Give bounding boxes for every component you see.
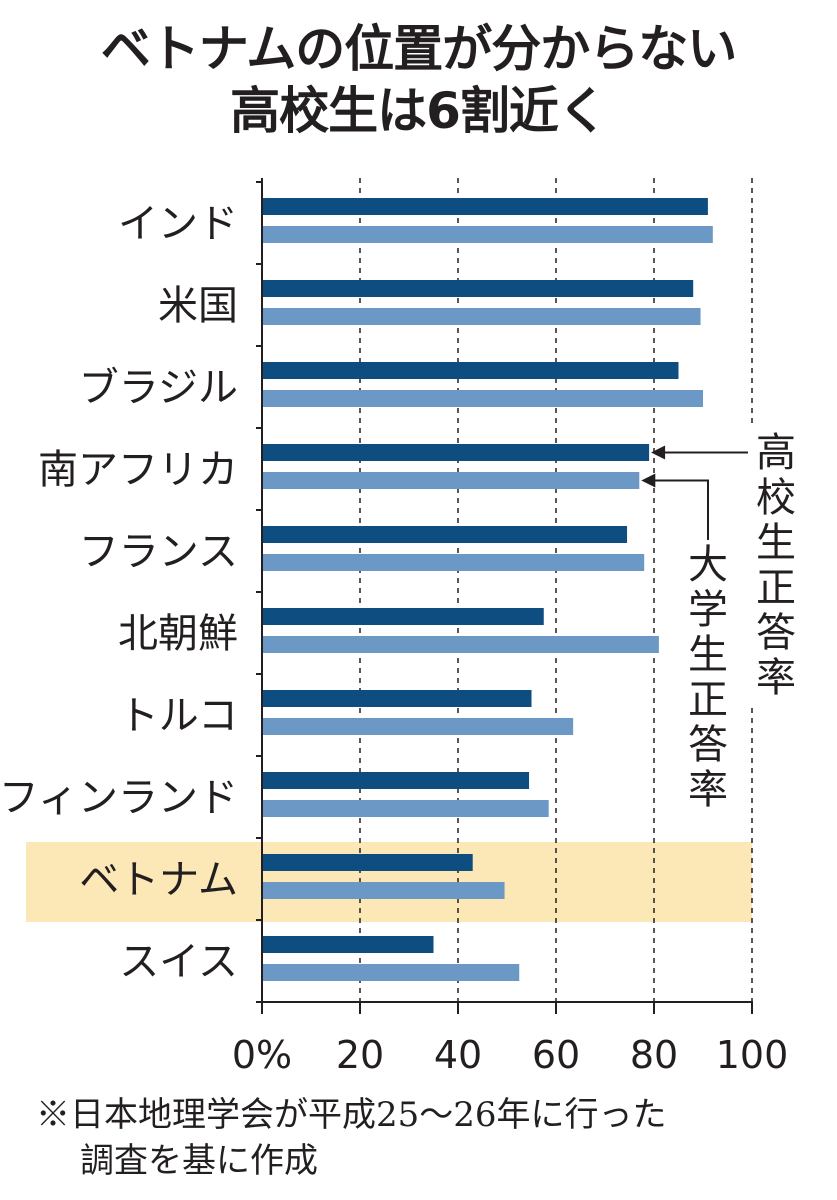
bar-university-6 <box>262 718 574 735</box>
series-label-highschool: 高校生正答率 <box>756 430 796 701</box>
bar-highschool-2 <box>262 362 679 379</box>
bar-highschool-6 <box>262 690 532 707</box>
bar-university-8 <box>262 882 505 899</box>
footnote: ※日本地理学会が平成25～26年に行った 調査を基に作成 <box>36 1092 667 1184</box>
x-tick-label-80: 80 <box>630 1033 678 1077</box>
bar-highschool-7 <box>262 772 530 789</box>
bar-highschool-5 <box>262 608 544 625</box>
x-tick-label-20: 20 <box>336 1033 384 1077</box>
bar-university-9 <box>262 964 520 981</box>
category-label-1: 米国 <box>158 283 238 329</box>
bar-university-0 <box>262 226 713 243</box>
arrowhead-highschool <box>651 445 666 460</box>
category-label-3: 南アフリカ <box>38 447 238 493</box>
bar-university-2 <box>262 390 703 407</box>
category-label-0: インド <box>118 201 238 247</box>
category-label-2: ブラジル <box>79 365 238 411</box>
category-label-4: フランス <box>79 529 238 575</box>
bar-university-4 <box>262 554 645 571</box>
bar-highschool-8 <box>262 854 473 871</box>
bar-university-5 <box>262 636 659 653</box>
series-label-university: 大学生正答率 <box>688 542 728 813</box>
category-label-5: 北朝鮮 <box>118 611 238 657</box>
category-label-7: フィンランド <box>0 775 238 821</box>
footnote-line-1: ※日本地理学会が平成25～26年に行った <box>36 1095 667 1135</box>
bar-highschool-0 <box>262 198 708 215</box>
title-line-2: 高校生は6割近く <box>230 82 608 140</box>
category-label-9: スイス <box>119 939 238 985</box>
x-tick-label-60: 60 <box>532 1033 580 1077</box>
annotation-backing-1 <box>748 426 798 708</box>
arrowhead-university <box>641 473 656 488</box>
x-tick-label-100: 100 <box>716 1033 789 1077</box>
bar-highschool-3 <box>262 444 650 461</box>
x-tick-label-40: 40 <box>434 1033 482 1077</box>
bar-highschool-1 <box>262 280 694 297</box>
bar-university-7 <box>262 800 549 817</box>
chart-title: ベトナムの位置が分からない 高校生は6割近く <box>0 18 837 142</box>
title-line-1: ベトナムの位置が分からない <box>100 20 738 78</box>
x-tick-label-0: 0% <box>232 1033 292 1077</box>
bar-highschool-4 <box>262 526 628 543</box>
footnote-line-2: 調査を基に作成 <box>80 1141 318 1181</box>
bar-university-1 <box>262 308 701 325</box>
category-label-8: ベトナム <box>79 857 238 903</box>
arrow-line-university <box>651 479 709 540</box>
bar-highschool-9 <box>262 936 434 953</box>
bar-university-3 <box>262 472 640 489</box>
category-label-6: トルコ <box>119 693 238 739</box>
